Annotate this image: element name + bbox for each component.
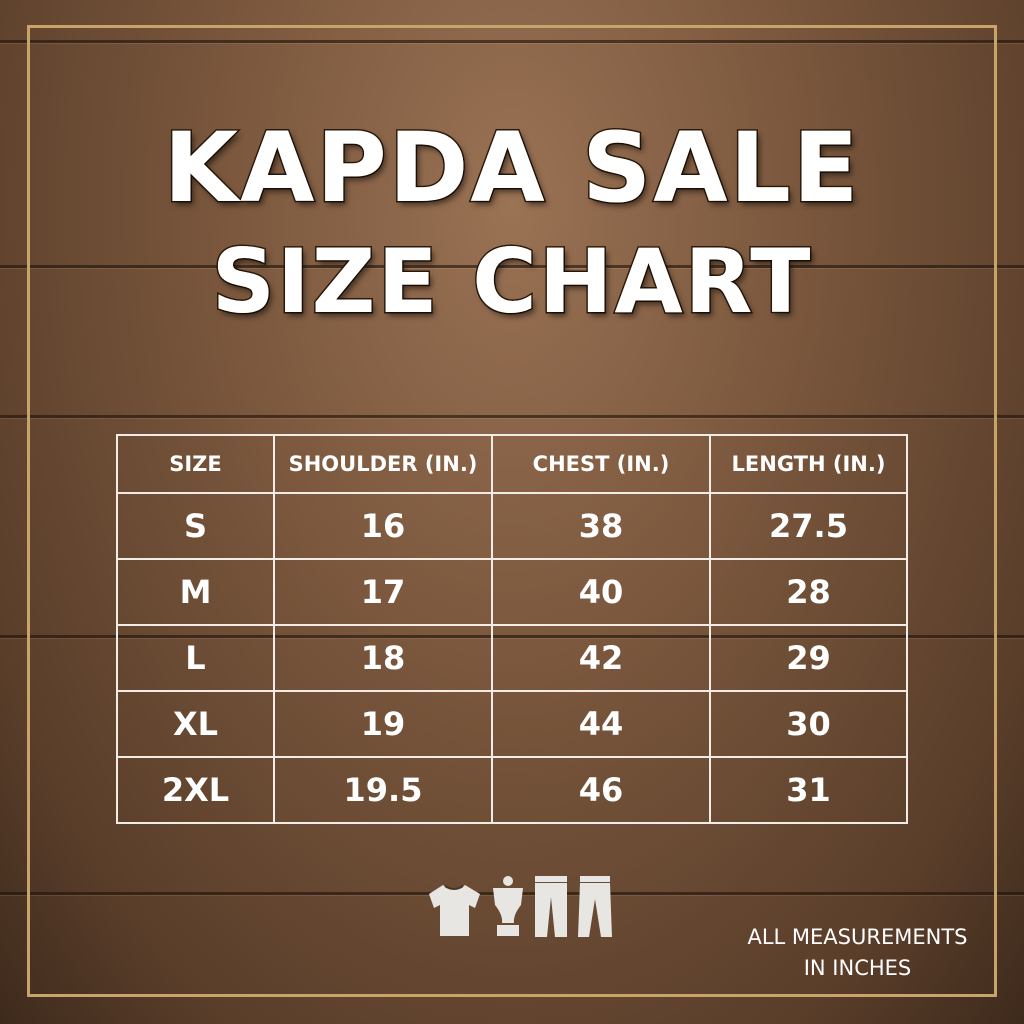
cell-length: 29 (709, 624, 908, 692)
cell-size: L (116, 624, 275, 692)
cell-chest: 44 (491, 690, 711, 758)
trousers-icon (535, 876, 567, 937)
cell-shoulder: 19.5 (273, 756, 493, 824)
tshirt-icon (429, 885, 480, 936)
cell-length: 27.5 (709, 492, 908, 560)
wood-plank-line (0, 265, 1024, 268)
note-line-1: ALL MEASUREMENTS (747, 925, 968, 949)
cell-length: 28 (709, 558, 908, 626)
title-size-chart: SIZE CHART (210, 229, 813, 335)
table-row: S 16 38 27.5 (116, 492, 908, 560)
header-length: LENGTH (IN.) (709, 434, 908, 494)
gold-frame (27, 25, 997, 997)
size-table: SIZE SHOULDER (IN.) CHEST (IN.) LENGTH (… (116, 434, 908, 824)
cell-shoulder: 17 (273, 558, 493, 626)
pants-icon (578, 876, 612, 937)
table-row: 2XL 19.5 46 31 (116, 756, 908, 824)
cell-chest: 40 (491, 558, 711, 626)
header-size: SIZE (116, 434, 275, 494)
table-header-row: SIZE SHOULDER (IN.) CHEST (IN.) LENGTH (… (116, 434, 908, 494)
cell-shoulder: 18 (273, 624, 493, 692)
header-chest: CHEST (IN.) (491, 434, 711, 494)
cell-chest: 42 (491, 624, 711, 692)
measurement-note: ALL MEASUREMENTS IN INCHES (720, 922, 995, 984)
header-shoulder: SHOULDER (IN.) (273, 434, 493, 494)
cell-size: XL (116, 690, 275, 758)
cell-length: 30 (709, 690, 908, 758)
cell-length: 31 (709, 756, 908, 824)
title-brand: KAPDA SALE (162, 111, 861, 226)
note-line-2: IN INCHES (803, 956, 912, 980)
cell-chest: 38 (491, 492, 711, 560)
kurta-icon (493, 876, 523, 936)
cell-shoulder: 19 (273, 690, 493, 758)
table-row: M 17 40 28 (116, 558, 908, 626)
wood-plank-line (0, 415, 1024, 418)
cell-size: M (116, 558, 275, 626)
table-row: L 18 42 29 (116, 624, 908, 692)
wood-plank-line (0, 40, 1024, 43)
garment-icons (425, 875, 613, 937)
cell-chest: 46 (491, 756, 711, 824)
cell-size: S (116, 492, 275, 560)
cell-shoulder: 16 (273, 492, 493, 560)
table-row: XL 19 44 30 (116, 690, 908, 758)
cell-size: 2XL (116, 756, 275, 824)
